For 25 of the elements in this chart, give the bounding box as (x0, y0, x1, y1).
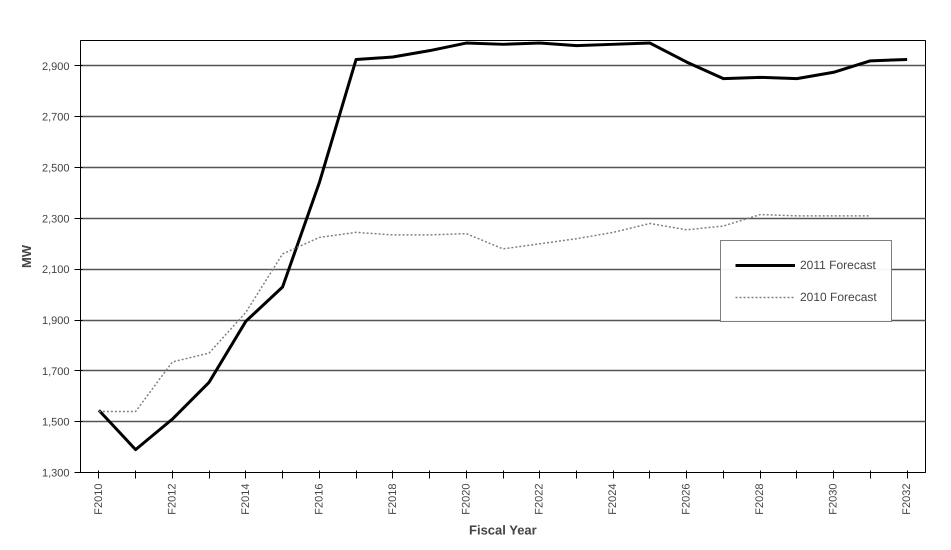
x-tick-label: F2020 (460, 483, 472, 515)
x-tick-label: F2018 (386, 483, 399, 515)
x-tick-label: F2012 (166, 483, 178, 515)
x-tick-label: F2032 (901, 483, 914, 515)
y-tick-label: 2,500 (42, 162, 70, 175)
x-tick-label: F2022 (534, 483, 546, 515)
legend-label: 2011 Forecast (800, 258, 876, 272)
x-tick-label: F2024 (607, 483, 620, 515)
x-tick-label: F2028 (754, 483, 766, 515)
legend-label: 2010 Forecast (800, 290, 877, 304)
y-tick-label: 1,900 (42, 315, 70, 328)
x-tick-label: F2016 (313, 483, 326, 515)
y-tick-label: 1,700 (42, 366, 70, 378)
x-tick-label: F2030 (828, 483, 840, 515)
y-tick-label: 2,100 (42, 264, 70, 276)
x-tick-label: F2010 (92, 483, 105, 515)
y-tick-label: 2,700 (42, 112, 70, 124)
y-tick-label: 2,900 (42, 60, 70, 73)
y-tick-label: 2,300 (42, 213, 70, 226)
x-tick-label: F2014 (240, 483, 252, 515)
y-axis-title: MW (18, 244, 34, 268)
y-tick-label: 1,500 (42, 416, 70, 429)
y-tick-label: 1,300 (42, 468, 70, 480)
x-tick-label: F2026 (680, 483, 693, 515)
x-axis-title: Fiscal Year (469, 522, 537, 538)
